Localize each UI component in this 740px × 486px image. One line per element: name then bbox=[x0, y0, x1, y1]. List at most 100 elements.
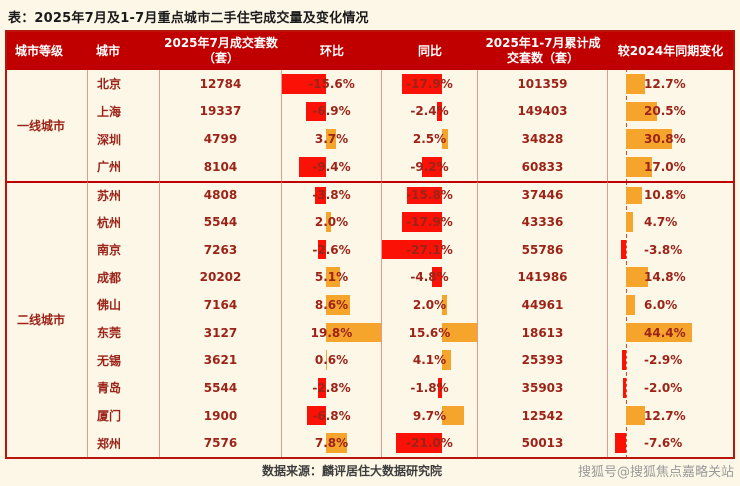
cum_change-cell: 6.0% bbox=[608, 291, 733, 319]
mom-value: 0.6% bbox=[314, 353, 349, 368]
positive-bar bbox=[325, 433, 348, 453]
negative-bar bbox=[402, 74, 443, 94]
positive-bar bbox=[442, 322, 477, 343]
jul-units-cell: 12784 bbox=[160, 70, 282, 98]
mom-value: 5.1% bbox=[314, 270, 349, 285]
negative-bar bbox=[402, 212, 443, 232]
cum_change-value: 14.8% bbox=[644, 270, 686, 285]
yoy-cell: -27.1% bbox=[382, 235, 478, 264]
city-cell: 苏州 bbox=[88, 180, 160, 209]
positive-bar bbox=[626, 129, 673, 149]
positive-bar bbox=[626, 101, 657, 122]
cum_change-value: -7.6% bbox=[644, 436, 683, 451]
cum-units-cell: 101359 bbox=[478, 70, 608, 98]
cum-units-cell: 12542 bbox=[478, 401, 608, 430]
column-header: 较2024年同期变化 bbox=[617, 43, 724, 58]
cum_change-cell: 44.4% bbox=[608, 318, 733, 347]
mom-cell: -2.6% bbox=[282, 235, 382, 264]
mom-cell: 8.6% bbox=[282, 291, 382, 319]
positive-bar bbox=[626, 186, 643, 205]
negative-bar bbox=[431, 267, 443, 288]
cum-units-cell: 141986 bbox=[478, 263, 608, 292]
positive-bar bbox=[325, 267, 340, 288]
negative-bar bbox=[623, 378, 627, 398]
jul-units-cell: 19337 bbox=[160, 97, 282, 126]
yoy-value: -2.4% bbox=[410, 104, 449, 119]
cum-units-cell: 43336 bbox=[478, 208, 608, 236]
mom-value: -6.9% bbox=[312, 104, 351, 119]
cum_change-value: 30.8% bbox=[644, 132, 686, 147]
negative-bar bbox=[621, 350, 627, 371]
yoy-cell: 15.6% bbox=[382, 318, 478, 347]
mom-value: -3.8% bbox=[312, 188, 351, 203]
mom-cell: -15.6% bbox=[282, 70, 382, 98]
cum_change-cell: 12.7% bbox=[608, 70, 733, 98]
cum-units-cell: 37446 bbox=[478, 180, 608, 209]
negative-bar bbox=[421, 156, 443, 177]
city-cell: 东莞 bbox=[88, 318, 160, 347]
cum_change-cell: -7.6% bbox=[608, 429, 733, 457]
city-cell: 深圳 bbox=[88, 125, 160, 153]
cum_change-value: 10.8% bbox=[644, 188, 686, 203]
yoy-cell: 2.5% bbox=[382, 125, 478, 153]
city-cell: 广州 bbox=[88, 152, 160, 181]
positive-bar bbox=[626, 295, 636, 315]
jul-units-cell: 5544 bbox=[160, 208, 282, 236]
city-cell: 青岛 bbox=[88, 374, 160, 402]
yoy-cell: -21.0% bbox=[382, 429, 478, 457]
yoy-cell: -1.8% bbox=[382, 374, 478, 402]
negative-bar bbox=[317, 378, 326, 398]
cum_change-value: 12.7% bbox=[644, 408, 686, 423]
negative-bar bbox=[382, 239, 443, 260]
negative-bar bbox=[314, 186, 326, 205]
cum_change-value: 4.7% bbox=[644, 215, 678, 230]
cum-units-cell: 18613 bbox=[478, 318, 608, 347]
yoy-value: -9.2% bbox=[410, 159, 449, 174]
tier-cell: 二线城市 bbox=[7, 180, 88, 457]
mom-cell: -3.8% bbox=[282, 180, 382, 209]
city-cell: 上海 bbox=[88, 97, 160, 126]
positive-bar bbox=[626, 212, 634, 232]
yoy-value: -1.8% bbox=[410, 380, 449, 395]
jul-units-cell: 4799 bbox=[160, 125, 282, 153]
cum_change-value: -2.9% bbox=[644, 353, 683, 368]
table-title: 表：2025年7月及1-7月重点城市二手住宅成交量及变化情况 bbox=[8, 11, 369, 26]
city-cell: 厦门 bbox=[88, 401, 160, 430]
negative-bar bbox=[282, 74, 326, 94]
yoy-cell: -15.8% bbox=[382, 180, 478, 209]
mom-value: 2.0% bbox=[314, 215, 349, 230]
mom-value: -15.6% bbox=[308, 76, 355, 91]
cum_change-value: 44.4% bbox=[644, 325, 686, 340]
negative-bar bbox=[306, 101, 326, 122]
yoy-value: 9.7% bbox=[412, 408, 447, 423]
mom-cell: -9.4% bbox=[282, 152, 382, 181]
positive-bar bbox=[626, 156, 652, 177]
positive-bar bbox=[442, 295, 447, 315]
positive-bar bbox=[325, 322, 381, 343]
column-header: 2025年7月成交套数（套） bbox=[164, 36, 278, 65]
column-header: 环比 bbox=[319, 43, 344, 58]
mom-cell: -6.8% bbox=[282, 401, 382, 430]
yoy-value: -17.9% bbox=[406, 76, 453, 91]
city-cell: 北京 bbox=[88, 70, 160, 98]
jul-units-cell: 5544 bbox=[160, 374, 282, 402]
table-body: 一线城市 北京 12784 -15.6% -17.9% 101359 12.7% 上海 1933… bbox=[7, 70, 733, 457]
mom-value: -9.4% bbox=[312, 159, 351, 174]
cum_change-value: 17.0% bbox=[644, 159, 686, 174]
city-cell: 杭州 bbox=[88, 208, 160, 236]
cum_change-value: -3.8% bbox=[644, 242, 683, 257]
mom-cell: -6.9% bbox=[282, 97, 382, 126]
jul-units-cell: 4808 bbox=[160, 180, 282, 209]
cum_change-cell: -2.0% bbox=[608, 374, 733, 402]
cum_change-value: 20.5% bbox=[644, 104, 686, 119]
positive-bar bbox=[442, 350, 452, 371]
yoy-cell: 9.7% bbox=[382, 401, 478, 430]
city-cell: 佛山 bbox=[88, 291, 160, 319]
cum_change-cell: 12.7% bbox=[608, 401, 733, 430]
positive-bar bbox=[626, 322, 693, 343]
mom-cell: 0.6% bbox=[282, 346, 382, 375]
cum_change-value: 6.0% bbox=[644, 297, 678, 312]
jul-units-cell: 7576 bbox=[160, 429, 282, 457]
axis-line bbox=[626, 374, 628, 402]
yoy-value: -4.8% bbox=[410, 270, 449, 285]
